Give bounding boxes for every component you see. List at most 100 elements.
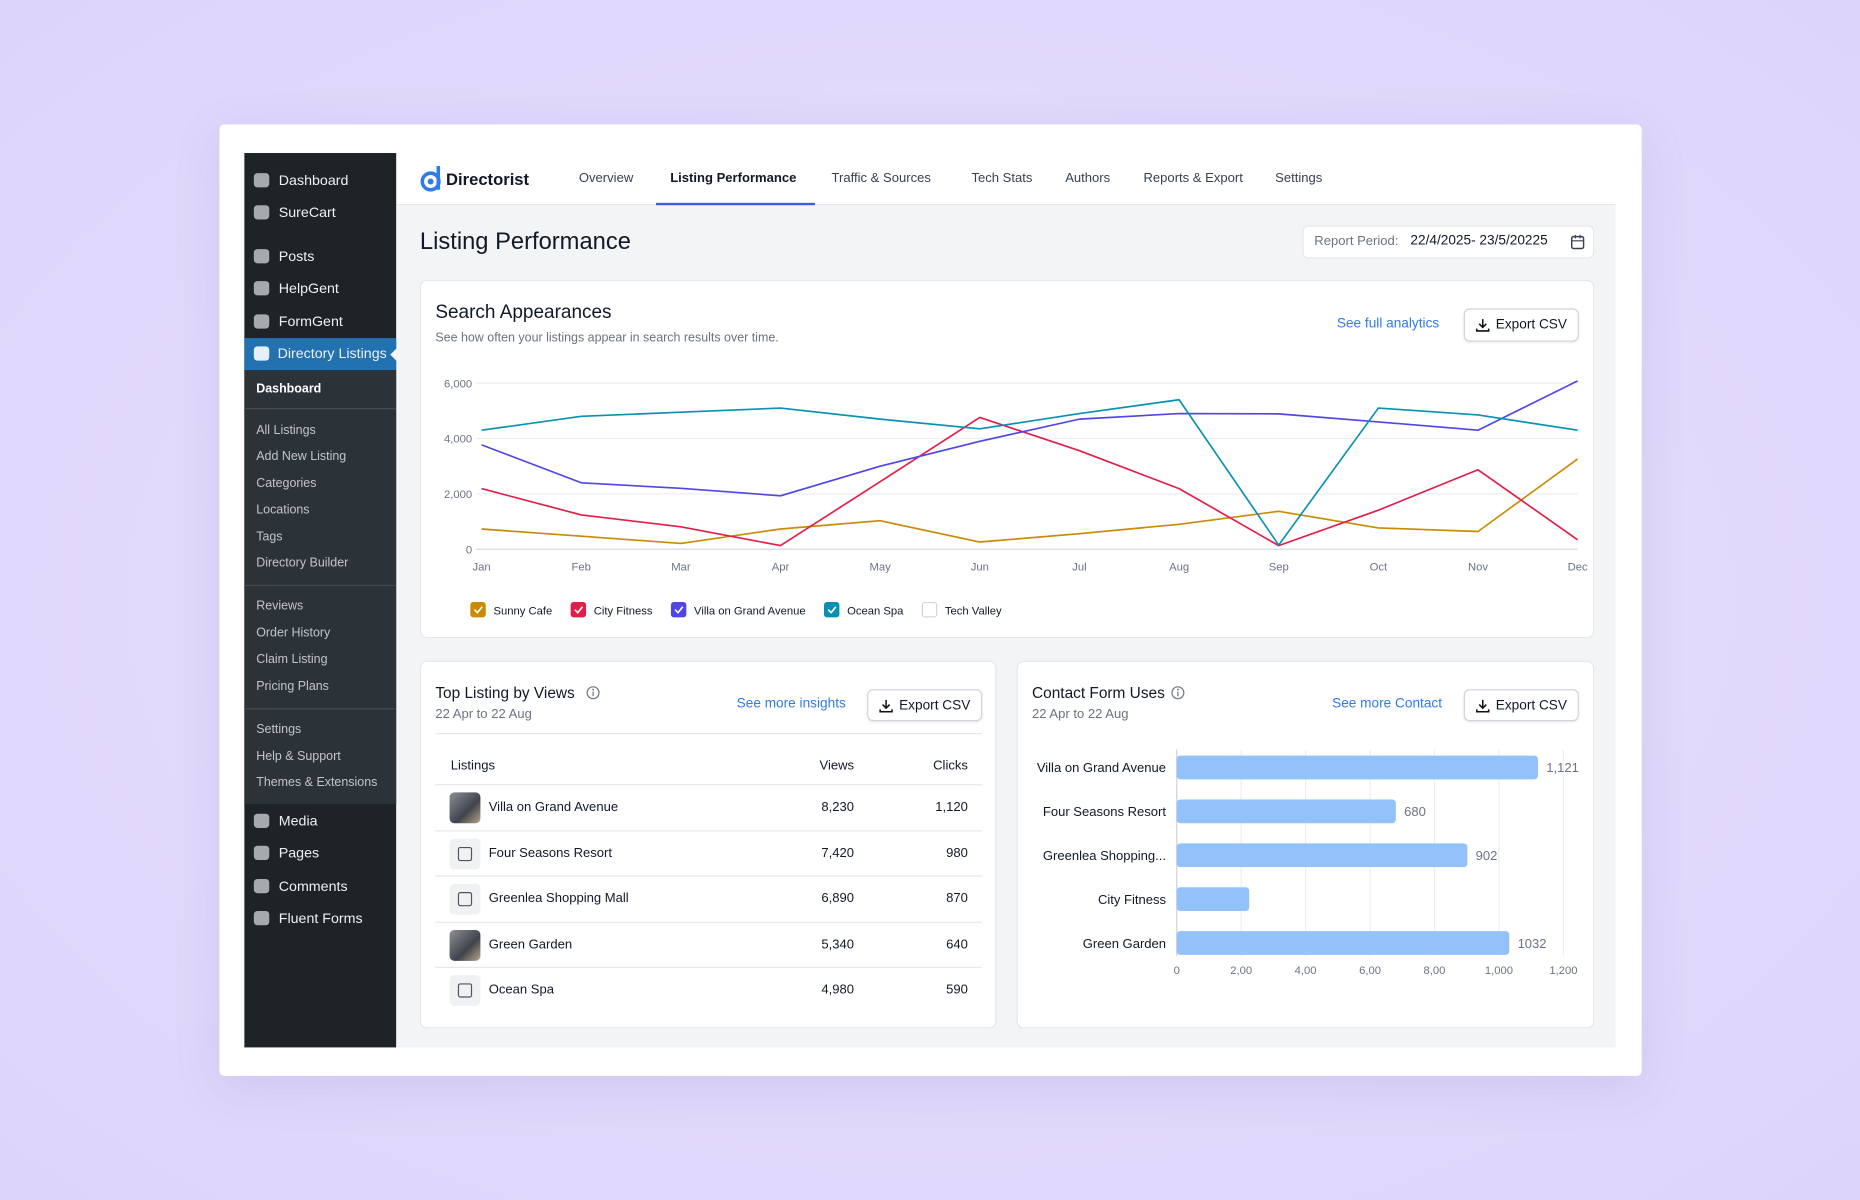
- menu-item[interactable]: Directory Listings: [277, 345, 387, 362]
- menu-item[interactable]: FormGent: [278, 313, 343, 330]
- submenu-item[interactable]: Help & Support: [256, 749, 341, 764]
- card-title: Top Listing by Views: [435, 683, 575, 702]
- submenu-item[interactable]: Order History: [256, 626, 331, 641]
- row-divider: [435, 829, 983, 831]
- value-label: 1,121: [1546, 760, 1579, 775]
- cell: 980: [946, 845, 968, 860]
- tab[interactable]: Listing Performance: [670, 171, 797, 186]
- submenu-item[interactable]: Dashboard: [256, 381, 322, 396]
- x-tick-label: Sep: [1269, 562, 1289, 574]
- tab[interactable]: Overview: [578, 171, 634, 186]
- menu-item[interactable]: HelpGent: [278, 279, 339, 297]
- link[interactable]: See more Contact: [1332, 696, 1443, 711]
- menu-item[interactable]: Comments: [278, 877, 348, 895]
- submenu-item[interactable]: Themes & Extensions: [256, 775, 378, 790]
- submenu-item[interactable]: Categories: [256, 476, 317, 491]
- legend-item[interactable]: Sunny Cafe: [470, 601, 552, 618]
- legend-item[interactable]: Ocean Spa: [823, 601, 905, 618]
- menu-icon: [253, 346, 270, 361]
- x-tick-label: Jun: [971, 562, 989, 574]
- cell: Villa on Grand Avenue: [488, 800, 619, 815]
- bar: [1176, 931, 1510, 955]
- legend-item[interactable]: Tech Valley: [921, 601, 1002, 618]
- legend-checkbox: [570, 601, 587, 618]
- submenu-item[interactable]: Claim Listing: [256, 652, 328, 667]
- menu-item[interactable]: SureCart: [278, 204, 336, 221]
- tab[interactable]: Traffic & Sources: [831, 171, 931, 186]
- menu-item[interactable]: Posts: [278, 247, 315, 265]
- card-title: Search Appearances: [435, 302, 612, 323]
- card-title: Contact Form Uses: [1031, 683, 1165, 702]
- cell: 4,980: [821, 982, 855, 998]
- menu-item[interactable]: Media: [278, 812, 318, 830]
- export-button[interactable]: Export CSV: [867, 689, 983, 722]
- y-tick-label: Four Seasons Resort: [1043, 804, 1167, 819]
- submenu-item[interactable]: Directory Builder: [256, 556, 349, 571]
- legend-checkbox: [670, 601, 687, 618]
- x-tick-label: Aug: [1169, 562, 1189, 574]
- x-tick-label: Oct: [1370, 562, 1388, 574]
- submenu-item[interactable]: Settings: [256, 722, 302, 737]
- y-tick-label: 2,000: [444, 489, 472, 501]
- tab[interactable]: Reports & Export: [1143, 171, 1243, 186]
- menu-icon: [253, 878, 270, 894]
- logo: [420, 166, 441, 192]
- submenu-bg: [244, 370, 397, 805]
- legend-item[interactable]: Villa on Grand Avenue: [670, 601, 806, 618]
- y-tick-label: City Fitness: [1098, 892, 1167, 907]
- download-icon: [1475, 699, 1490, 712]
- export-button[interactable]: Export CSV: [1463, 308, 1579, 342]
- download-icon: [1475, 319, 1490, 332]
- submenu-item[interactable]: Add New Listing: [256, 449, 347, 464]
- x-tick-label: Nov: [1468, 562, 1488, 574]
- menu-item[interactable]: Dashboard: [278, 171, 349, 189]
- link[interactable]: See more insights: [736, 696, 846, 711]
- download-icon: [879, 699, 893, 712]
- submenu-item[interactable]: Reviews: [256, 598, 304, 613]
- cell: 7,420: [821, 845, 855, 860]
- export-button[interactable]: Export CSV: [1463, 689, 1579, 722]
- info-icon: [586, 686, 600, 700]
- submenu-item[interactable]: Pricing Plans: [256, 679, 329, 694]
- y-tick-label: 0: [466, 544, 472, 556]
- checkmark: [827, 606, 837, 614]
- link[interactable]: See full analytics: [1336, 317, 1440, 332]
- report-period-value: 22/4/2025- 23/5/20225: [1410, 233, 1548, 249]
- submenu-item[interactable]: Locations: [256, 502, 310, 517]
- table-header: Listings: [450, 758, 495, 773]
- legend-item[interactable]: City Fitness: [570, 601, 653, 618]
- tab[interactable]: Tech Stats: [971, 171, 1033, 186]
- row-divider: [435, 966, 983, 968]
- x-tick-label: 6,00: [1359, 965, 1381, 977]
- tab[interactable]: Authors: [1065, 171, 1111, 186]
- thumbnail: [449, 792, 481, 824]
- thumbnail: [449, 838, 481, 869]
- cell: 8,230: [821, 800, 855, 815]
- separator: [244, 584, 397, 586]
- table-header: Views: [819, 758, 855, 773]
- checkmark: [574, 606, 584, 614]
- submenu-item[interactable]: Tags: [256, 529, 283, 545]
- info-icon: [1171, 686, 1185, 700]
- bar: [1176, 843, 1468, 868]
- value-label: 680: [1404, 804, 1426, 819]
- tab[interactable]: Settings: [1275, 171, 1323, 186]
- cell: 1,120: [935, 800, 968, 815]
- menu-item[interactable]: Fluent Forms: [278, 909, 363, 927]
- legend-checkbox: [823, 601, 840, 618]
- image-placeholder-icon: [457, 892, 473, 907]
- row-divider: [435, 784, 983, 786]
- value-label: 1032: [1518, 936, 1547, 951]
- line-series: [481, 380, 1579, 497]
- report-period[interactable]: [1302, 225, 1595, 259]
- cell: 640: [946, 937, 968, 952]
- line-series: [481, 458, 1579, 545]
- menu-icon: [253, 249, 270, 264]
- bar: [1176, 887, 1250, 912]
- page-title: Listing Performance: [419, 228, 631, 256]
- menu-item[interactable]: Pages: [278, 844, 320, 862]
- submenu-item[interactable]: All Listings: [256, 423, 316, 438]
- legend-checkbox: [921, 601, 938, 618]
